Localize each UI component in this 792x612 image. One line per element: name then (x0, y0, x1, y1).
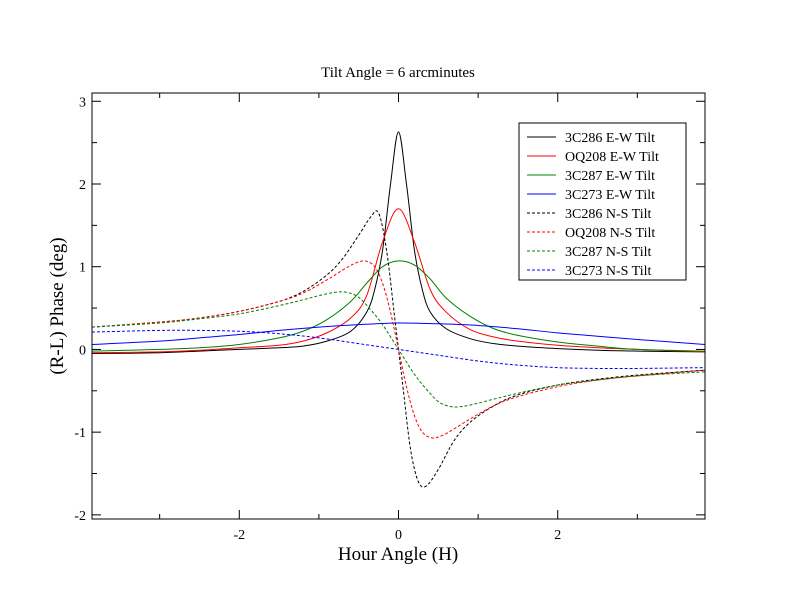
legend-label-3c273-e-w-tilt: 3C273 E-W Tilt (565, 188, 655, 203)
y-tick-label: 2 (79, 178, 86, 193)
y-tick-label: -1 (74, 426, 86, 441)
chart-title: Tilt Angle = 6 arcminutes (321, 65, 475, 81)
x-tick-label: 2 (554, 528, 561, 543)
series-line-3c273-e-w-tilt (92, 322, 705, 345)
x-tick-label: -2 (233, 528, 245, 543)
legend-label-oq208-n-s-tilt: OQ208 N-S Tilt (565, 226, 655, 241)
series-line-3c287-e-w-tilt (92, 260, 705, 352)
legend-label-3c287-n-s-tilt: 3C287 N-S Tilt (565, 245, 651, 260)
series-line-oq208-e-w-tilt (92, 208, 705, 354)
y-tick-label: -2 (74, 509, 86, 524)
y-tick-label: 0 (79, 343, 86, 358)
legend-label-3c287-e-w-tilt: 3C287 E-W Tilt (565, 169, 655, 184)
series-line-3c273-n-s-tilt (92, 329, 705, 370)
axis-ticks: -2 0 2 -2 -1 0 1 2 3 (74, 93, 705, 543)
legend-label-3c286-e-w-tilt: 3C286 E-W Tilt (565, 131, 655, 146)
legend-label-oq208-e-w-tilt: OQ208 E-W Tilt (565, 150, 659, 165)
y-tick-label: 1 (79, 261, 86, 276)
x-tick-label: 0 (395, 528, 402, 543)
legend-box (518, 122, 687, 281)
legend-label-3c286-n-s-tilt: 3C286 N-S Tilt (565, 207, 651, 222)
legend: 3C286 E-W Tilt OQ208 E-W Tilt 3C287 E-W Ti… (518, 122, 687, 281)
x-axis-label: Hour Angle (H) (338, 544, 458, 565)
series-layer (92, 131, 705, 488)
series-line-3c286-e-w-tilt (92, 131, 705, 355)
legend-label-3c273-n-s-tilt: 3C273 N-S Tilt (565, 264, 651, 279)
y-axis-label: (R-L) Phase (deg) (47, 237, 68, 374)
y-tick-label: 3 (79, 95, 86, 110)
